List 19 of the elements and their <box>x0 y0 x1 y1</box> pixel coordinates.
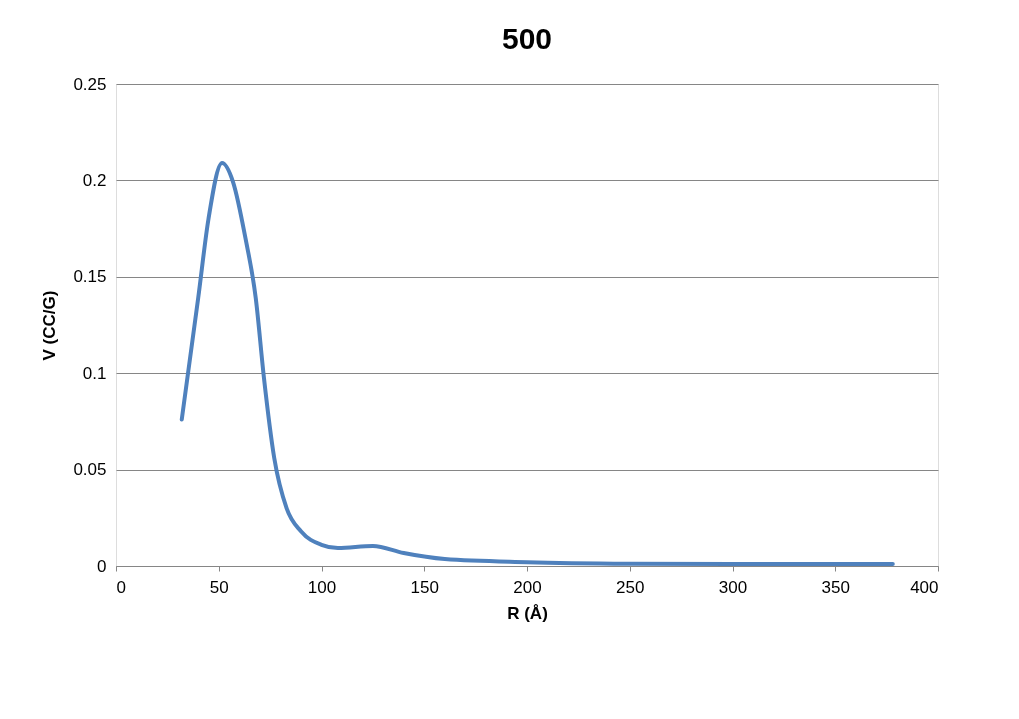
x-tick-label: 100 <box>307 577 337 597</box>
x-tick-label: 250 <box>616 577 645 597</box>
y-tick-label: 0.1 <box>82 363 107 383</box>
y-axis-title: V (CC/G) <box>40 290 60 361</box>
y-tick-label: 0 <box>97 556 107 576</box>
x-tick-label: 300 <box>718 577 748 597</box>
x-tick-label: 50 <box>209 577 229 597</box>
y-tick-label: 0.25 <box>73 74 107 94</box>
x-tick-label: 0 <box>116 577 126 597</box>
x-tick-label: 200 <box>513 577 542 597</box>
x-tick-label: 350 <box>821 577 850 597</box>
chart-title: 500 <box>501 22 553 55</box>
x-tick-label: 150 <box>410 577 439 597</box>
y-tick-label: 0.05 <box>73 460 107 480</box>
x-tick-label: 400 <box>910 577 939 597</box>
x-axis-title: R (Å) <box>507 603 548 623</box>
y-tick-label: 0.2 <box>82 170 107 190</box>
y-tick-label: 0.15 <box>73 267 107 287</box>
line-series <box>179 161 895 567</box>
